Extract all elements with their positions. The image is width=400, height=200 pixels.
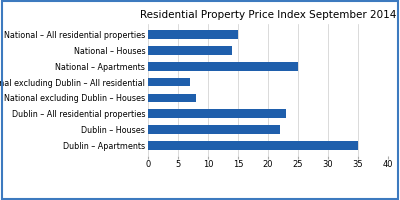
- Bar: [148, 30, 238, 39]
- Bar: [148, 141, 358, 150]
- Bar: [148, 109, 286, 118]
- Title: Residential Property Price Index September 2014: Residential Property Price Index Septemb…: [140, 10, 396, 20]
- Bar: [148, 78, 190, 86]
- Bar: [148, 125, 280, 134]
- Bar: [148, 46, 232, 55]
- Bar: [148, 62, 298, 71]
- Bar: [148, 94, 196, 102]
